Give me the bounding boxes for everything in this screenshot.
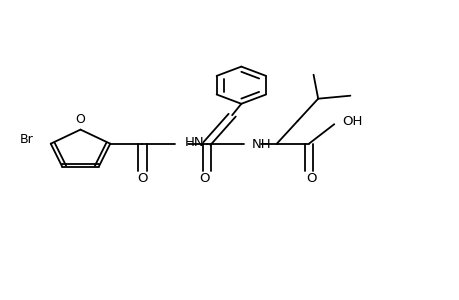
Text: O: O (305, 172, 316, 185)
Text: Br: Br (19, 133, 33, 146)
Text: HN: HN (185, 136, 204, 149)
Text: OH: OH (342, 115, 362, 128)
Text: O: O (137, 172, 147, 185)
Text: NH: NH (252, 138, 271, 151)
Text: O: O (75, 113, 85, 127)
Text: O: O (199, 172, 209, 185)
